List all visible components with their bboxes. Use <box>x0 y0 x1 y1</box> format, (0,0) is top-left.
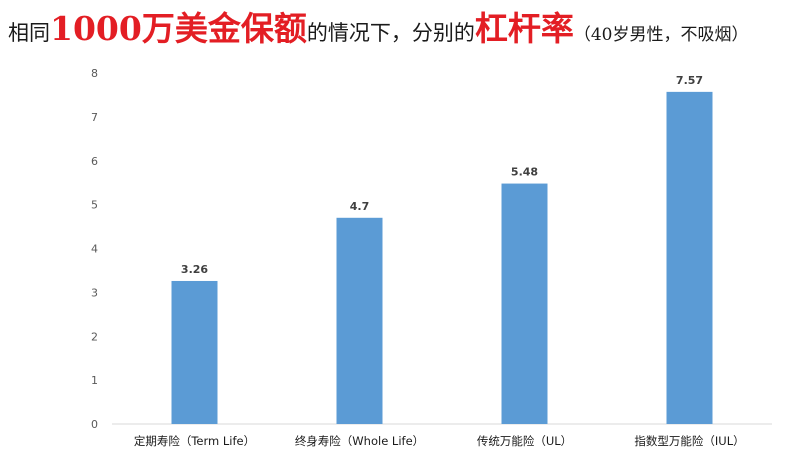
x-category-label: 终身寿险（Whole Life） <box>295 434 424 448</box>
y-tick-label: 4 <box>91 243 98 256</box>
title-part-1: 相同 <box>8 21 50 45</box>
y-tick-label: 5 <box>91 199 98 212</box>
title-note: （40岁男性，不吸烟） <box>573 25 749 45</box>
bar <box>666 91 713 425</box>
title-highlight-amount: 1000万美金保额 <box>50 9 307 48</box>
data-label: 5.48 <box>511 166 538 179</box>
bar <box>501 183 548 424</box>
data-label: 3.26 <box>181 263 208 276</box>
y-tick-label: 1 <box>91 374 98 387</box>
x-category-label: 定期寿险（Term Life） <box>134 434 255 448</box>
y-tick-label: 8 <box>91 67 98 80</box>
y-tick-label: 7 <box>91 111 98 124</box>
y-tick-label: 0 <box>91 418 98 431</box>
y-tick-label: 3 <box>91 286 98 299</box>
title-highlight-leverage: 杠杆率 <box>474 9 574 48</box>
data-label: 7.57 <box>676 74 703 87</box>
bar <box>336 217 383 424</box>
y-tick-label: 2 <box>91 330 98 343</box>
x-category-label: 传统万能险（UL） <box>477 434 572 448</box>
title-part-3: 的情况下，分别的 <box>306 21 475 45</box>
x-category-label: 指数型万能险（IUL） <box>634 434 744 448</box>
chart-title: 相同1000万美金保额的情况下，分别的杠杆率（40岁男性，不吸烟） <box>8 2 798 48</box>
bar <box>171 280 218 424</box>
y-tick-label: 6 <box>91 155 98 168</box>
data-label: 4.7 <box>350 200 370 213</box>
